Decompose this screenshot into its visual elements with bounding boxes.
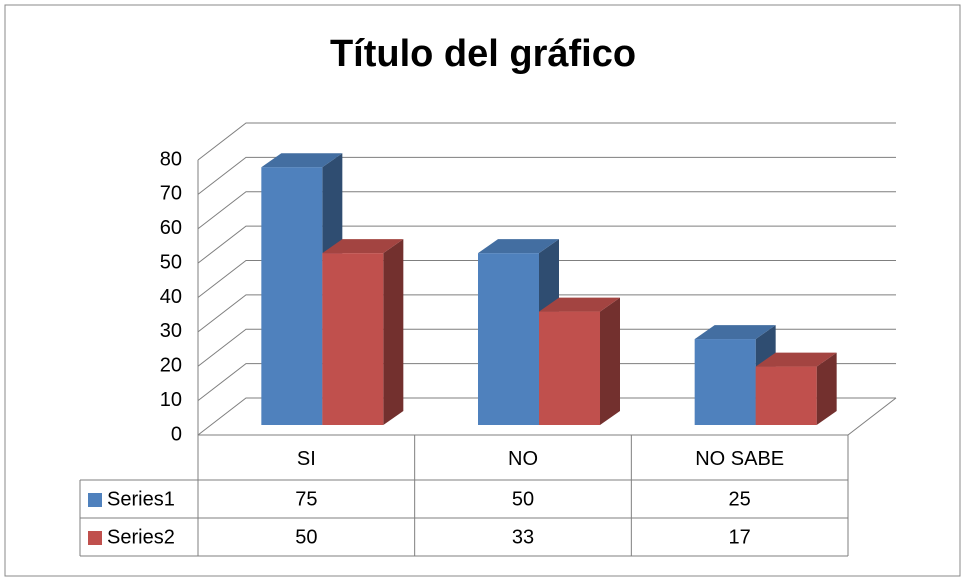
y-tick-label: 80 xyxy=(160,148,182,170)
grid-line xyxy=(197,294,896,333)
bar-top xyxy=(539,297,620,312)
chart-title: Título del gráfico xyxy=(330,33,636,75)
y-tick-label: 50 xyxy=(160,251,182,273)
legend-key xyxy=(88,493,102,507)
bar-side xyxy=(816,352,837,425)
y-tick-label: 0 xyxy=(171,423,182,445)
table-value: 50 xyxy=(512,488,534,510)
legend-label: Series2 xyxy=(107,526,175,548)
grid-line xyxy=(197,363,896,402)
bar-side xyxy=(600,297,620,425)
grid-line xyxy=(197,156,896,195)
bar xyxy=(539,311,600,425)
bar xyxy=(694,339,756,425)
bar xyxy=(755,366,817,425)
table-value: 75 xyxy=(295,488,317,510)
table-value: 25 xyxy=(729,488,751,510)
bar-top xyxy=(694,325,776,340)
grid-line xyxy=(197,122,896,161)
y-tick-label: 40 xyxy=(160,286,182,308)
grid-line xyxy=(197,397,896,436)
grid-line xyxy=(197,328,896,367)
table-value: 33 xyxy=(512,526,534,548)
grid-line xyxy=(197,191,896,230)
y-tick-label: 70 xyxy=(160,183,182,205)
x-tick-label: NO SABE xyxy=(695,448,784,470)
floor-side xyxy=(847,397,897,436)
grid-line xyxy=(197,260,896,298)
table-value: 50 xyxy=(295,526,317,548)
y-tick-label: 30 xyxy=(160,320,182,342)
bar-top xyxy=(478,239,559,254)
legend-key xyxy=(88,531,102,545)
bar-side xyxy=(383,239,404,425)
bar-top xyxy=(755,352,837,367)
bar-top xyxy=(261,153,343,168)
bar xyxy=(261,167,323,425)
y-tick-label: 10 xyxy=(160,389,182,411)
bar xyxy=(322,253,384,425)
x-tick-label: SI xyxy=(297,448,316,470)
grid-line xyxy=(197,225,896,264)
y-tick-label: 20 xyxy=(160,355,182,377)
y-tick-label: 60 xyxy=(160,217,182,239)
bar-top xyxy=(322,239,404,254)
table-value: 17 xyxy=(729,526,751,548)
bar xyxy=(478,253,539,425)
legend-label: Series1 xyxy=(107,488,175,510)
x-tick-label: NO xyxy=(508,448,538,470)
